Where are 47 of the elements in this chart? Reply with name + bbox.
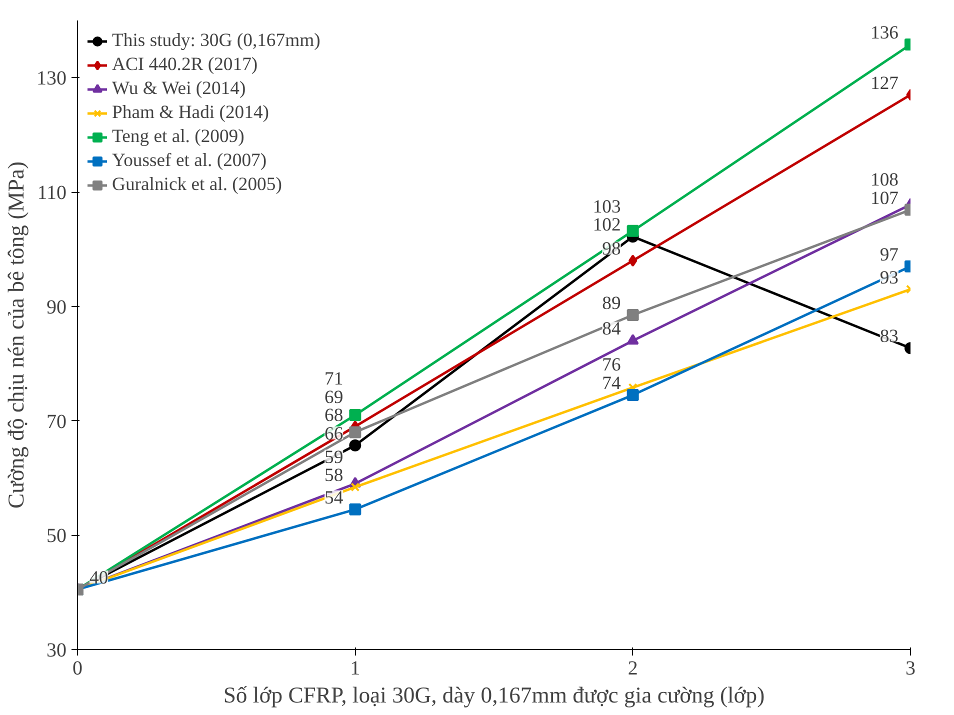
data-label: 107 bbox=[870, 188, 898, 209]
legend-label: Guralnick et al. (2005) bbox=[112, 174, 282, 196]
data-label: 76 bbox=[602, 354, 621, 376]
data-label: 97 bbox=[880, 244, 898, 266]
y-tick-label: 90 bbox=[46, 296, 66, 318]
data-label: 102 bbox=[592, 214, 621, 236]
data-label: 71 bbox=[324, 368, 344, 390]
y-tick-label: 70 bbox=[46, 410, 66, 433]
legend-label: Teng et al. (2009) bbox=[112, 126, 244, 148]
y-tick-label: 30 bbox=[46, 640, 66, 662]
point bbox=[626, 224, 639, 237]
point bbox=[349, 439, 362, 452]
point bbox=[628, 254, 638, 267]
legend-label: ACI 440.2R (2017) bbox=[112, 54, 258, 76]
point bbox=[626, 389, 639, 402]
y-tick-label: 110 bbox=[37, 182, 67, 204]
data-label: 89 bbox=[602, 292, 621, 314]
y-axis-title: Cường độ chịu nén của bê tông (MPa) bbox=[4, 161, 28, 509]
x-tick-label: 2 bbox=[628, 658, 638, 680]
data-label: 136 bbox=[870, 22, 898, 44]
y-tick-label: 50 bbox=[46, 525, 66, 548]
point bbox=[626, 334, 639, 345]
x-tick-label: 0 bbox=[72, 658, 82, 680]
data-label: 84 bbox=[602, 318, 622, 340]
legend-label: Youssef et al. (2007) bbox=[112, 150, 267, 172]
y-tick-label: 130 bbox=[36, 68, 66, 90]
data-label: 93 bbox=[880, 267, 898, 288]
legend-label: Pham & Hadi (2014) bbox=[112, 102, 270, 124]
data-label: 40 bbox=[90, 567, 108, 588]
data-label: 98 bbox=[602, 238, 621, 260]
x-tick-label: 3 bbox=[906, 658, 916, 680]
data-label: 127 bbox=[870, 72, 898, 94]
point bbox=[350, 482, 360, 492]
x-tick-label: 1 bbox=[350, 658, 360, 680]
data-label: 74 bbox=[602, 373, 622, 394]
data-label: 83 bbox=[880, 326, 898, 348]
legend-label: This study: 30G (0,167mm) bbox=[112, 30, 320, 52]
data-label: 108 bbox=[870, 169, 898, 190]
data-label: 58 bbox=[324, 465, 344, 486]
point bbox=[349, 409, 362, 422]
data-label: 59 bbox=[324, 446, 344, 468]
data-label: 103 bbox=[592, 196, 621, 218]
x-axis-title: Số lớp CFRP, loại 30G, dày 0,167mm được gia cường (lớp) bbox=[223, 682, 765, 708]
data-label: 54 bbox=[324, 487, 344, 508]
legend-label: Wu & Wei (2014) bbox=[112, 78, 246, 100]
data-label: 69 bbox=[324, 386, 344, 408]
point bbox=[349, 503, 362, 516]
